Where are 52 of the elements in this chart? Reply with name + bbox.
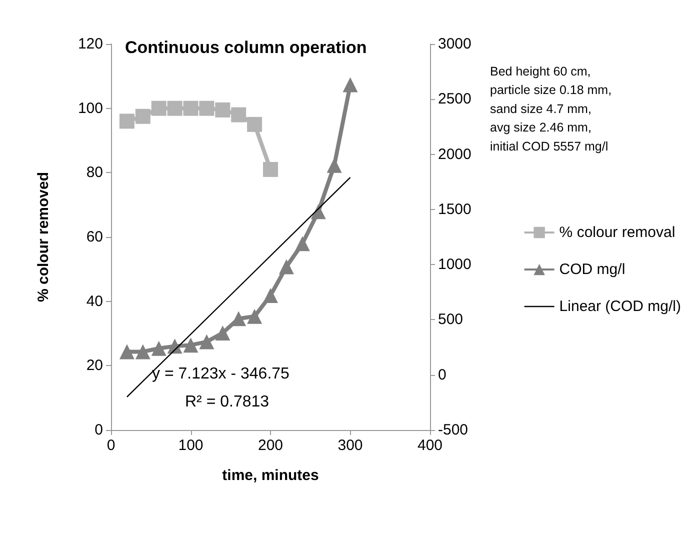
y2-tick-label: 3000 [438,36,472,52]
point [231,107,246,122]
y-tick-label: 80 [86,164,103,182]
legend-label: COD mg/l [559,261,626,278]
y-tick-label: 120 [78,36,103,52]
point [231,311,246,326]
annotation: y = 7.123x - 346.75 [152,366,290,382]
point [326,158,342,173]
x-tick-label: 100 [178,437,204,454]
y2-tick-label: 0 [438,366,446,384]
point [247,308,262,324]
y-tick-label: 100 [78,100,103,117]
point [199,100,214,116]
point [215,102,230,118]
y-axis-title: % colour removed [35,172,52,302]
point [278,259,294,274]
y-tick-label: 40 [86,292,103,310]
point [151,100,166,116]
x-tick-label: 0 [106,437,116,454]
chart-title: Continuous column operation [125,38,367,57]
point [119,114,134,129]
point [183,100,198,116]
point [167,100,182,116]
y-tick-label: 60 [86,228,103,246]
point [215,325,230,340]
point [199,334,214,350]
y-tick-label: 0 [94,422,103,438]
point [135,108,150,124]
text: Bed height 60 cm, particle size 0.18 mm, sand size 4.7 mm, avg size 2.46 mm, initial COD 5557 mg/l [490,64,612,154]
x-tick-label: 400 [417,437,443,454]
legend-label: % colour removal [559,224,676,241]
y-tick-label: 20 [86,357,103,374]
point [247,116,262,132]
point [294,236,310,252]
point [263,288,278,303]
annotation: R² = 0.7813 [185,394,270,410]
y2-tick-label: 2000 [438,146,472,163]
y2-tick-label: 2500 [438,90,472,108]
point [119,344,134,360]
point [263,162,278,177]
x-tick-label: 300 [338,437,363,454]
y2-tick-label: 500 [438,311,464,328]
x-axis-title: time, minutes [222,467,319,484]
point [342,77,358,92]
y2-tick-label: 1500 [438,200,472,218]
point [183,338,198,353]
y2-tick-label: 1000 [438,256,472,274]
point [135,344,150,360]
x-tick-label: 200 [258,437,284,454]
point [151,340,166,356]
legend-label: Linear (COD mg/l) [559,298,682,315]
y2-tick-label: -500 [438,422,468,438]
